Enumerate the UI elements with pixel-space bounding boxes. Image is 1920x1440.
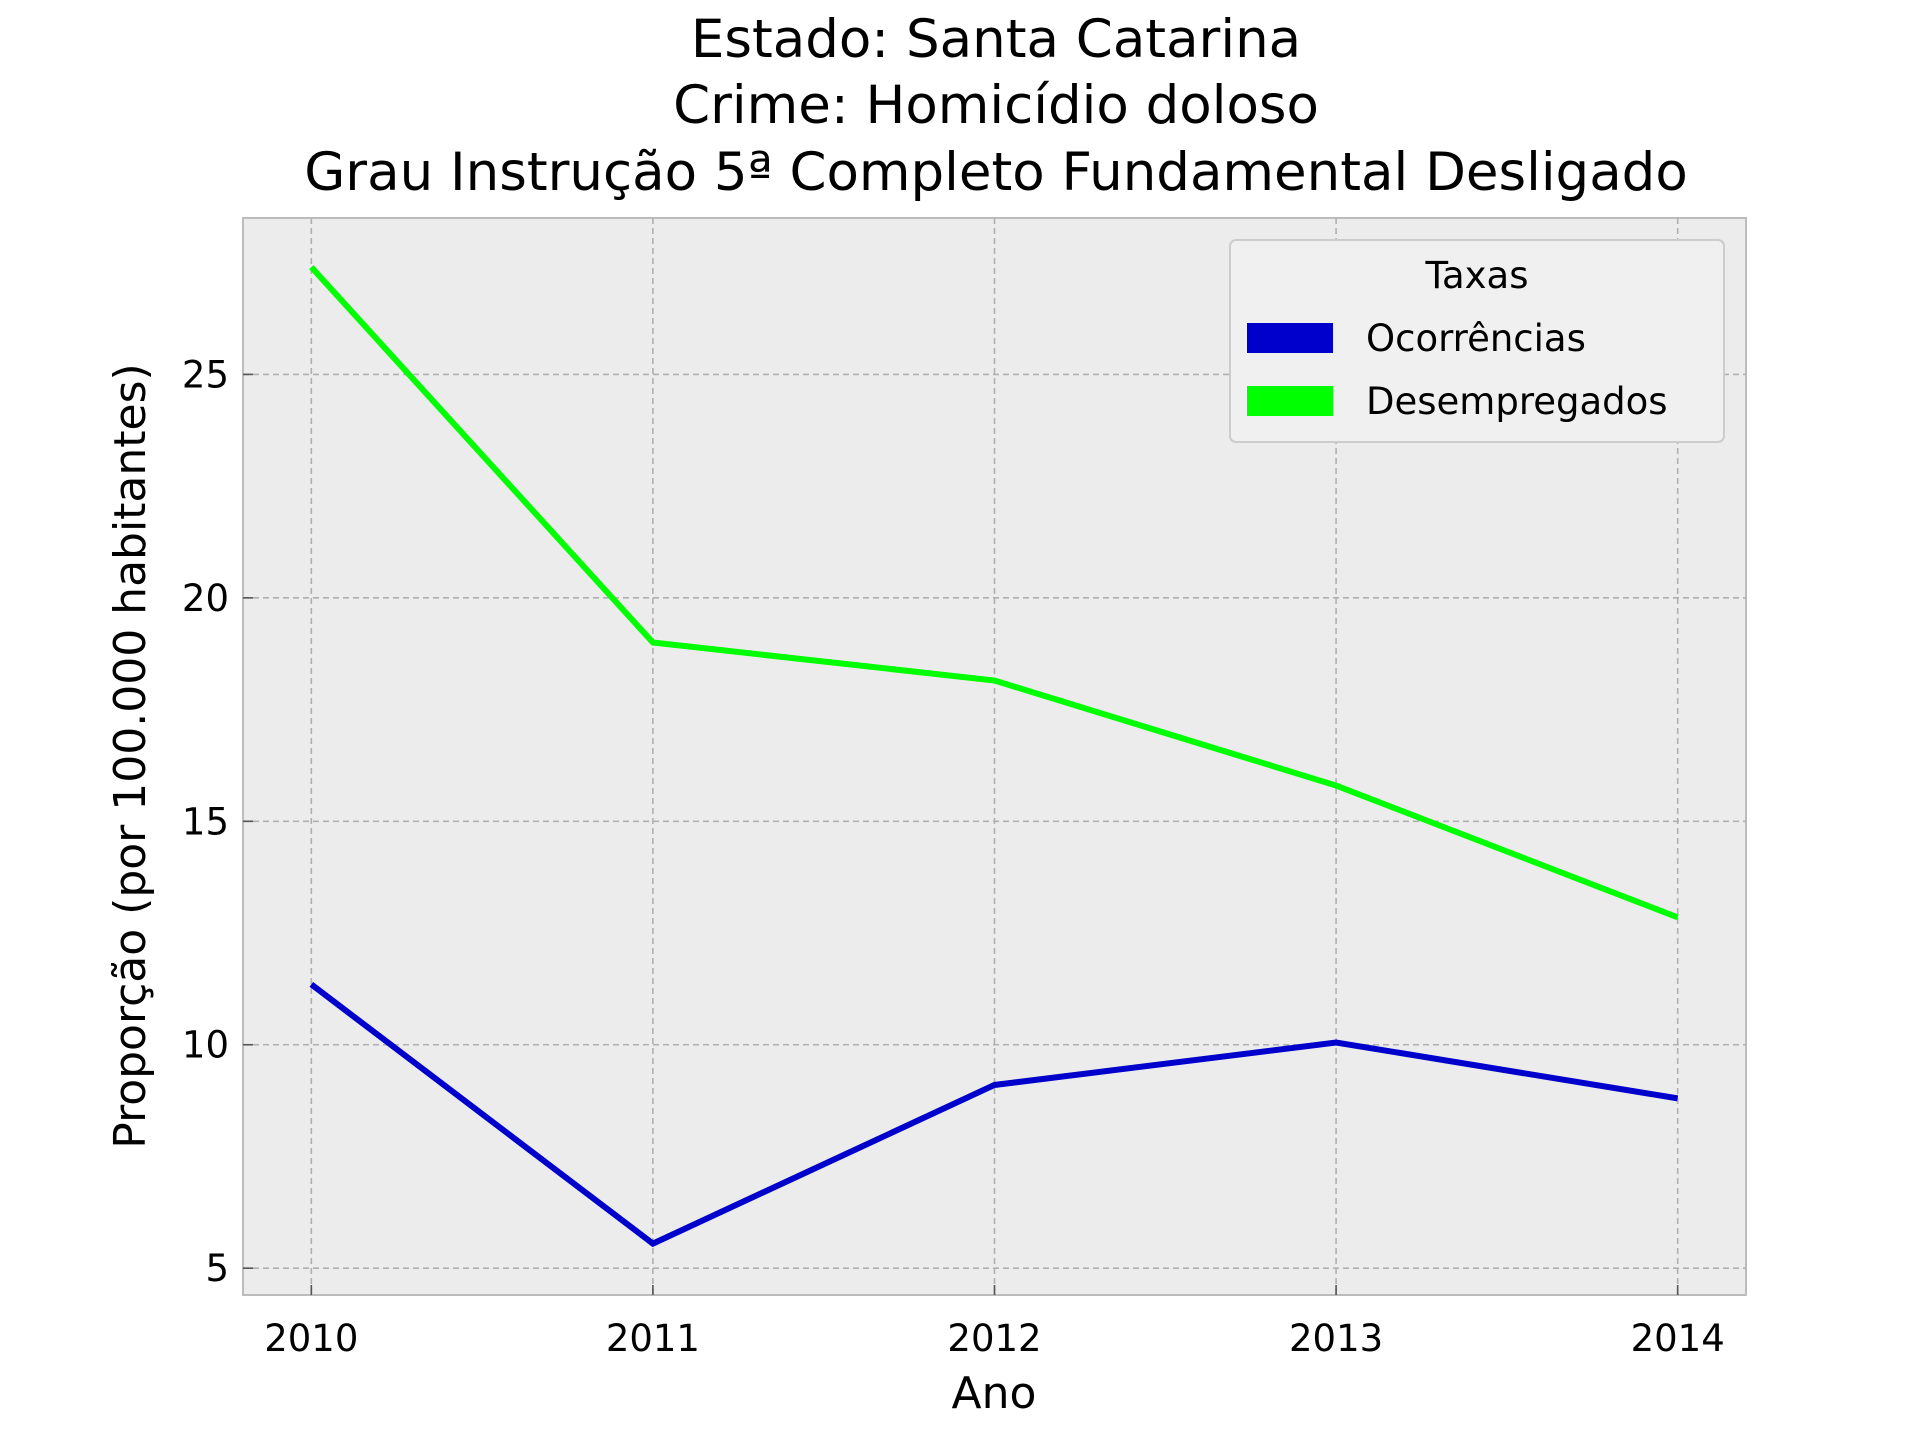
x-tick-label: 2013 xyxy=(1289,1317,1383,1360)
series-line-ocorrencias xyxy=(309,982,1679,1248)
x-tick-label: 2012 xyxy=(947,1317,1041,1360)
legend-title: Taxas xyxy=(1425,254,1529,297)
legend-swatch-desempregados xyxy=(1247,386,1333,416)
x-tick-label: 2011 xyxy=(606,1317,700,1360)
y-axis-ticks: 5 10 15 20 25 xyxy=(182,353,253,1290)
legend-swatch-ocorrencias xyxy=(1247,323,1333,353)
x-tick-label: 2010 xyxy=(264,1317,358,1360)
series-line-desempregados xyxy=(309,265,1679,921)
x-axis-label: Ano xyxy=(952,1368,1037,1419)
title-line-1: Estado: Santa Catarina xyxy=(691,9,1301,70)
y-tick-label: 25 xyxy=(182,353,229,396)
x-tick-label: 2014 xyxy=(1631,1317,1725,1360)
y-tick-label: 15 xyxy=(182,800,229,843)
y-tick-label: 10 xyxy=(182,1024,229,1067)
title-line-2: Crime: Homicídio doloso xyxy=(673,75,1319,136)
series-lines xyxy=(309,265,1679,1248)
chart-title: Estado: Santa Catarina Crime: Homicídio … xyxy=(304,9,1688,203)
y-axis-label: Proporção (por 100.000 habitantes) xyxy=(105,363,156,1148)
legend-label-ocorrencias: Ocorrências xyxy=(1366,317,1586,360)
x-axis-ticks: 2010 2011 2012 2013 2014 xyxy=(264,1285,1725,1360)
y-tick-label: 20 xyxy=(182,577,229,620)
y-tick-label: 5 xyxy=(205,1247,229,1290)
legend: Taxas Ocorrências Desempregados xyxy=(1229,239,1725,443)
legend-box xyxy=(1229,239,1725,443)
title-line-3: Grau Instrução 5ª Completo Fundamental D… xyxy=(304,142,1688,203)
legend-label-desempregados: Desempregados xyxy=(1366,380,1668,423)
